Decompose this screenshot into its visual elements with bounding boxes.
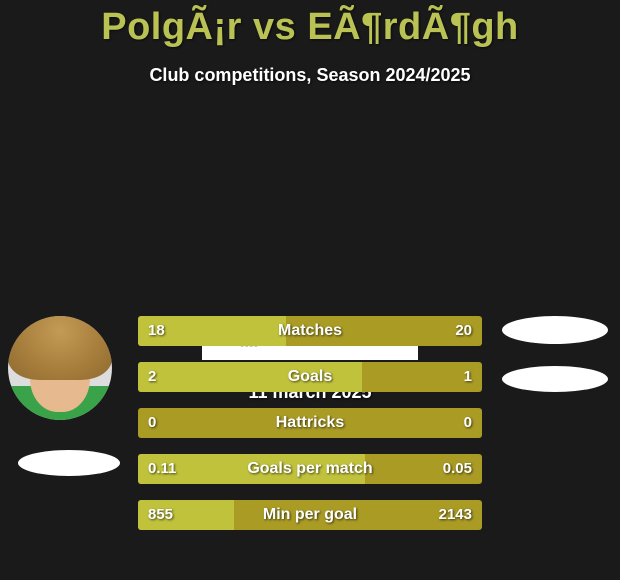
- stat-label: Min per goal: [138, 500, 482, 530]
- stat-row: 8552143Min per goal: [138, 500, 482, 530]
- stat-row: 1820Matches: [138, 316, 482, 346]
- stat-row: 00Hattricks: [138, 408, 482, 438]
- subtitle: Club competitions, Season 2024/2025: [0, 65, 620, 86]
- player-left-avatar: [8, 316, 112, 420]
- comparison-stage: 1820Matches21Goals00Hattricks0.110.05Goa…: [0, 316, 620, 403]
- badge-right-1: [502, 316, 608, 344]
- badge-left: [18, 450, 120, 476]
- stat-bars: 1820Matches 21Goals 00Hattricks 0.110.05Goa…: [138, 316, 482, 546]
- stat-label: Goals: [138, 362, 482, 392]
- stat-row: 0.110.05Goals per match: [138, 454, 482, 484]
- stat-row: 21Goals: [138, 362, 482, 392]
- stat-label: Goals per match: [138, 454, 482, 484]
- stat-label: Matches: [138, 316, 482, 346]
- page-title: PolgÃ¡r vs EÃ¶rdÃ¶gh: [0, 0, 620, 49]
- stat-label: Hattricks: [138, 408, 482, 438]
- badge-right-2: [502, 366, 608, 392]
